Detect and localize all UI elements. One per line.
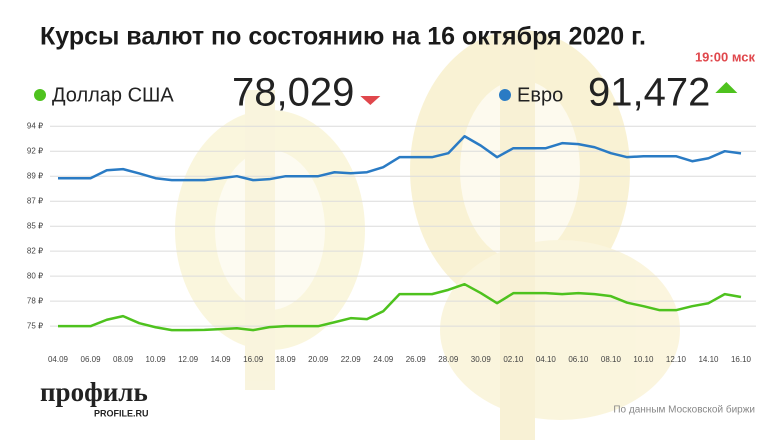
x-tick-label: 06.10 <box>568 355 589 364</box>
y-tick-label: 92 ₽ <box>27 146 43 155</box>
trend-arrow <box>360 96 381 105</box>
chart-subtitle: 19:00 мск <box>695 49 756 64</box>
trend-arrow <box>715 82 738 93</box>
x-tick-label: 10.10 <box>633 355 654 364</box>
x-tick-label: 08.09 <box>113 355 134 364</box>
x-tick-label: 12.09 <box>178 355 199 364</box>
legend-dot <box>34 89 46 101</box>
y-tick-label: 94 ₽ <box>27 121 43 130</box>
legend-dot <box>499 89 511 101</box>
y-tick-label: 78 ₽ <box>27 296 43 305</box>
x-tick-label: 06.09 <box>81 355 102 364</box>
x-tick-label: 02.10 <box>503 355 524 364</box>
y-tick-label: 80 ₽ <box>27 271 43 280</box>
x-tick-label: 16.10 <box>731 355 752 364</box>
x-tick-label: 18.09 <box>276 355 297 364</box>
x-tick-label: 14.10 <box>698 355 719 364</box>
logo-url: PROFILE.RU <box>94 408 149 418</box>
y-tick-label: 75 ₽ <box>27 321 43 330</box>
x-tick-label: 10.09 <box>146 355 167 364</box>
series-line <box>58 134 742 182</box>
x-tick-label: 28.09 <box>438 355 459 364</box>
series-line <box>58 282 742 332</box>
logo: профиль <box>40 377 148 407</box>
legend-label: Доллар США <box>52 84 174 106</box>
x-tick-label: 26.09 <box>406 355 427 364</box>
x-tick-label: 14.09 <box>211 355 232 364</box>
x-tick-label: 04.10 <box>536 355 557 364</box>
latest-value: 78,029 <box>232 71 354 115</box>
latest-value: 91,472 <box>588 71 710 115</box>
chart-title: Курсы валют по состоянию на 16 октября 2… <box>40 23 646 51</box>
y-tick-label: 87 ₽ <box>27 196 43 205</box>
x-tick-label: 04.09 <box>48 355 69 364</box>
x-tick-label: 12.10 <box>666 355 687 364</box>
y-tick-label: 82 ₽ <box>27 246 43 255</box>
x-tick-label: 16.09 <box>243 355 264 364</box>
background-decoration <box>175 30 680 440</box>
x-tick-label: 24.09 <box>373 355 394 364</box>
legend-label: Евро <box>517 84 563 106</box>
x-tick-label: 30.09 <box>471 355 492 364</box>
x-tick-label: 22.09 <box>341 355 362 364</box>
y-tick-label: 89 ₽ <box>27 171 43 180</box>
source-note: По данным Московской биржи <box>613 404 755 416</box>
x-tick-label: 20.09 <box>308 355 329 364</box>
y-tick-label: 85 ₽ <box>27 221 43 230</box>
x-tick-label: 08.10 <box>601 355 622 364</box>
